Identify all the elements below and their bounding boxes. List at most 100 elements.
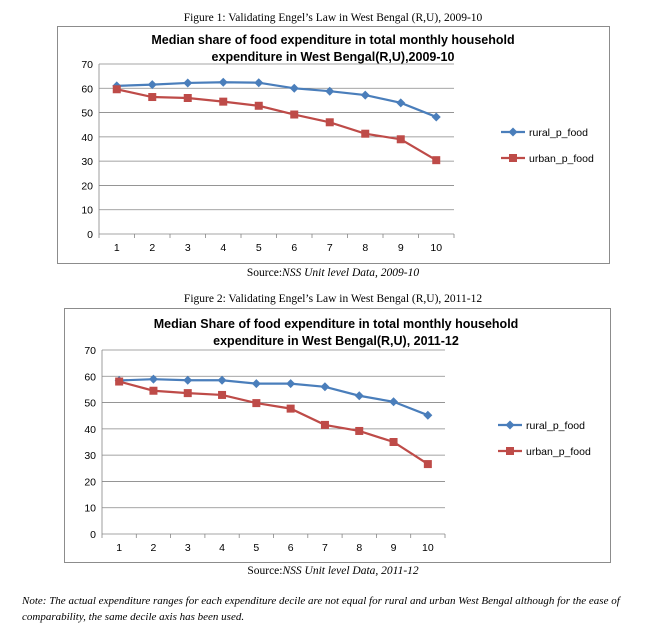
- y-tick-label: 0: [87, 229, 93, 241]
- urban-point: [252, 399, 261, 408]
- urban-point: [355, 426, 364, 435]
- rural-point: [218, 77, 228, 87]
- rural-point: [286, 379, 296, 389]
- rural-point: [396, 98, 406, 108]
- y-tick-label: 70: [81, 59, 93, 71]
- x-tick-label: 3: [185, 542, 191, 554]
- x-tick-label: 6: [288, 542, 294, 554]
- urban-point: [290, 110, 299, 119]
- urban-point: [112, 85, 121, 94]
- x-tick-label: 2: [149, 242, 155, 254]
- legend-marker-urban: [509, 154, 517, 162]
- rural-point: [431, 112, 441, 122]
- rural-point: [217, 375, 227, 385]
- y-tick-label: 10: [84, 503, 96, 515]
- x-tick-label: 8: [362, 242, 368, 254]
- urban-point: [361, 129, 370, 138]
- rural-point: [254, 78, 264, 88]
- x-tick-label: 3: [185, 242, 191, 254]
- rural-point: [354, 391, 364, 401]
- y-tick-label: 40: [84, 424, 96, 436]
- legend-label-urban_p_food: urban_p_food: [529, 153, 594, 165]
- chart-2: Median Share of food expenditure in tota…: [64, 308, 611, 563]
- legend-label-rural_p_food: rural_p_food: [526, 420, 585, 432]
- rural-point: [423, 410, 433, 420]
- rural-point: [148, 374, 158, 384]
- x-tick-label: 7: [322, 542, 328, 554]
- rural-point: [183, 375, 193, 385]
- legend-marker-urban: [506, 447, 514, 455]
- urban-point: [389, 438, 398, 446]
- series-line-rural_p_food: [116, 81, 437, 118]
- rural-point: [289, 83, 299, 93]
- x-tick-label: 1: [116, 542, 122, 554]
- y-tick-label: 30: [84, 450, 96, 462]
- x-tick-label: 10: [422, 542, 434, 554]
- figure-2-source: Source:NSS Unit level Data, 2011-12: [0, 565, 666, 577]
- series-line-urban_p_food: [118, 380, 429, 466]
- urban-point: [149, 386, 158, 395]
- figure-2-source-prefix: Source:: [247, 565, 283, 577]
- y-tick-label: 0: [90, 529, 96, 541]
- chart-title-line: expenditure in West Bengal(R,U),2009-10: [212, 50, 455, 64]
- series-line-rural_p_food: [119, 378, 429, 417]
- y-tick-label: 50: [81, 108, 93, 120]
- x-tick-label: 2: [151, 542, 157, 554]
- urban-point: [423, 460, 432, 469]
- urban-point: [325, 118, 334, 127]
- x-tick-label: 10: [430, 242, 442, 254]
- x-tick-label: 4: [219, 542, 225, 554]
- chart-1: Median share of food expenditure in tota…: [57, 26, 610, 264]
- chart-2-svg: Median Share of food expenditure in tota…: [84, 317, 591, 554]
- urban-point: [218, 390, 227, 399]
- y-tick-label: 70: [84, 345, 96, 357]
- figure-1-source: Source:NSS Unit level Data, 2009-10: [0, 267, 666, 279]
- figure-1-source-text: NSS Unit level Data, 2009-10: [282, 267, 420, 279]
- urban-point: [286, 404, 295, 413]
- rural-point: [389, 397, 399, 407]
- x-tick-label: 9: [391, 542, 397, 554]
- rural-point: [147, 80, 157, 90]
- rural-point: [251, 379, 261, 389]
- x-tick-label: 1: [114, 242, 120, 254]
- rural-point: [320, 382, 330, 392]
- urban-point: [183, 389, 192, 398]
- urban-point: [219, 97, 228, 106]
- chart-title-line: expenditure in West Bengal(R,U), 2011-12: [213, 334, 459, 348]
- x-tick-label: 6: [291, 242, 297, 254]
- x-tick-label: 8: [356, 542, 362, 554]
- rural-point: [360, 90, 370, 100]
- figure-2-source-text: NSS Unit level Data, 2011-12: [282, 565, 419, 577]
- y-tick-label: 60: [81, 83, 93, 95]
- x-tick-label: 9: [398, 242, 404, 254]
- x-tick-label: 7: [327, 242, 333, 254]
- x-tick-label: 4: [220, 242, 226, 254]
- legend-label-urban_p_food: urban_p_food: [526, 446, 591, 458]
- y-tick-label: 20: [84, 476, 96, 488]
- urban-point: [115, 377, 124, 386]
- legend-marker-rural: [508, 127, 518, 137]
- urban-point: [320, 420, 329, 429]
- urban-point: [432, 156, 441, 165]
- chart-1-svg: Median share of food expenditure in tota…: [81, 33, 594, 254]
- figure-1-source-prefix: Source:: [246, 267, 283, 279]
- y-tick-label: 40: [81, 132, 93, 144]
- urban-point: [396, 135, 405, 144]
- urban-point: [148, 93, 157, 102]
- legend-marker-rural: [505, 420, 515, 430]
- figure-1-caption: Figure 1: Validating Engel’s Law in West…: [183, 12, 483, 24]
- chart-title-line: Median Share of food expenditure in tota…: [154, 317, 519, 331]
- series-line-urban_p_food: [116, 88, 437, 162]
- x-tick-label: 5: [256, 242, 262, 254]
- legend-label-rural_p_food: rural_p_food: [529, 127, 588, 139]
- chart-title-line: Median share of food expenditure in tota…: [151, 33, 514, 47]
- figure-2-caption: Figure 2: Validating Engel’s Law in West…: [183, 293, 483, 305]
- y-tick-label: 50: [84, 398, 96, 410]
- rural-point: [325, 86, 335, 96]
- rural-point: [183, 78, 193, 88]
- y-tick-label: 10: [81, 205, 93, 217]
- y-tick-label: 20: [81, 180, 93, 192]
- urban-point: [254, 101, 263, 110]
- x-tick-label: 5: [253, 542, 259, 554]
- y-tick-label: 60: [84, 371, 96, 383]
